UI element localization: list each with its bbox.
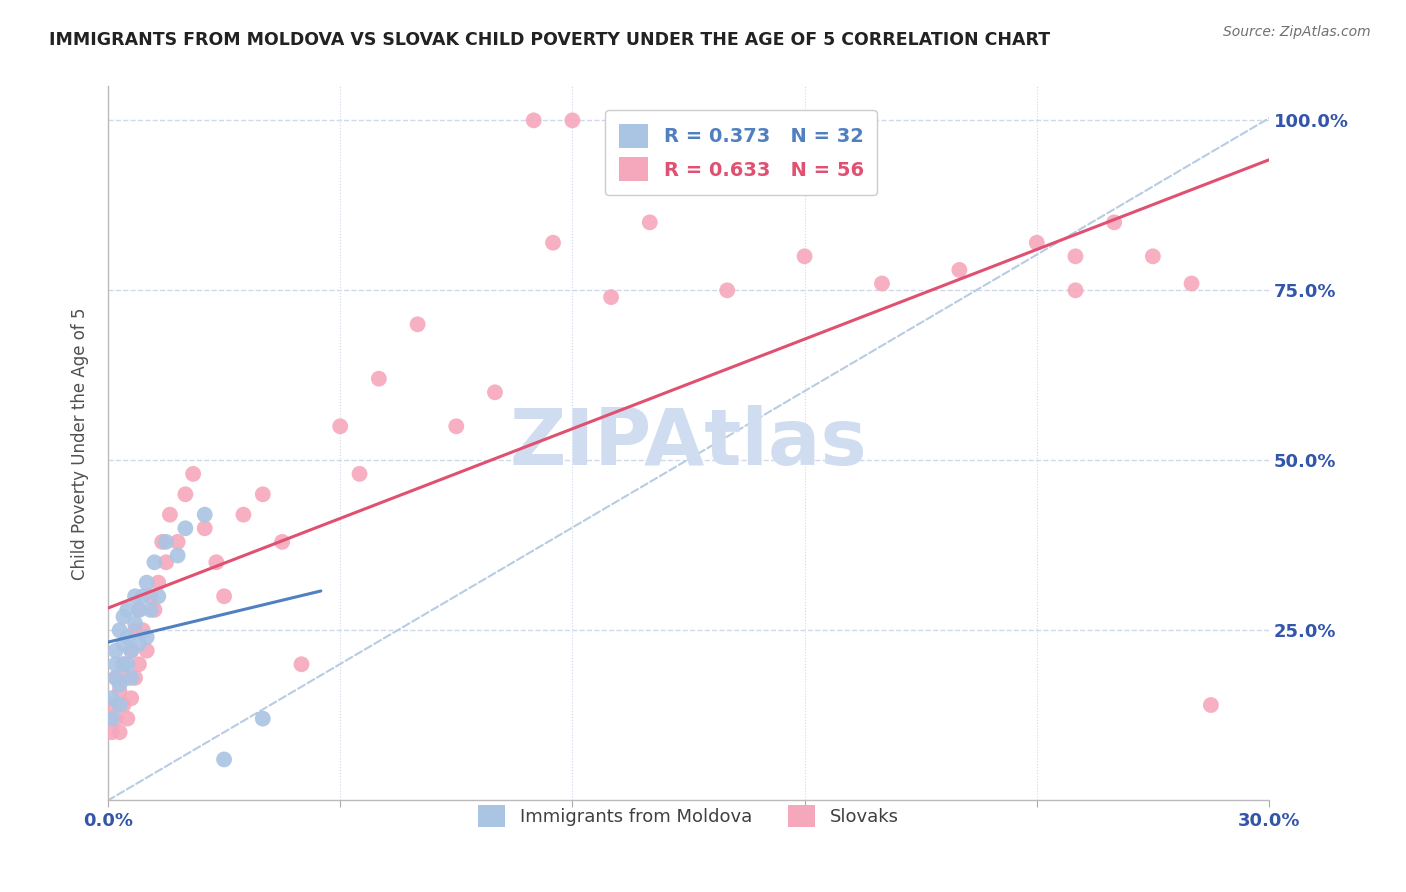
Point <box>117 630 139 644</box>
Point <box>143 555 166 569</box>
Point <box>1064 283 1087 297</box>
Point <box>367 372 389 386</box>
Point <box>205 555 228 569</box>
Point <box>638 215 661 229</box>
Point <box>1180 277 1202 291</box>
Point <box>124 671 146 685</box>
Point <box>124 589 146 603</box>
Y-axis label: Child Poverty Under the Age of 5: Child Poverty Under the Age of 5 <box>72 307 89 580</box>
Point <box>101 712 124 726</box>
Point <box>124 624 146 638</box>
Point <box>143 603 166 617</box>
Point <box>232 508 254 522</box>
Point <box>128 603 150 617</box>
Point <box>101 698 124 712</box>
Text: IMMIGRANTS FROM MOLDOVA VS SLOVAK CHILD POVERTY UNDER THE AGE OF 5 CORRELATION C: IMMIGRANTS FROM MOLDOVA VS SLOVAK CHILD … <box>49 31 1050 49</box>
Point <box>104 643 127 657</box>
Point <box>329 419 352 434</box>
Point <box>446 419 468 434</box>
Point <box>148 589 170 603</box>
Point <box>793 249 815 263</box>
Point <box>135 630 157 644</box>
Point <box>252 712 274 726</box>
Point <box>1142 249 1164 263</box>
Point <box>108 678 131 692</box>
Point <box>112 609 135 624</box>
Point <box>101 725 124 739</box>
Point <box>159 508 181 522</box>
Point <box>252 487 274 501</box>
Point <box>870 277 893 291</box>
Point <box>128 657 150 672</box>
Point <box>406 318 429 332</box>
Point <box>117 712 139 726</box>
Point <box>132 624 155 638</box>
Point <box>349 467 371 481</box>
Point <box>128 603 150 617</box>
Point <box>108 725 131 739</box>
Point <box>132 589 155 603</box>
Point <box>120 691 142 706</box>
Point <box>112 657 135 672</box>
Point <box>112 657 135 672</box>
Point <box>108 698 131 712</box>
Point <box>716 283 738 297</box>
Point <box>181 467 204 481</box>
Point <box>120 643 142 657</box>
Point <box>139 589 162 603</box>
Point <box>155 555 177 569</box>
Point <box>948 263 970 277</box>
Point <box>108 684 131 698</box>
Point <box>135 575 157 590</box>
Point <box>128 637 150 651</box>
Point <box>112 698 135 712</box>
Point <box>104 671 127 685</box>
Point <box>484 385 506 400</box>
Point <box>212 752 235 766</box>
Point <box>117 657 139 672</box>
Legend: Immigrants from Moldova, Slovaks: Immigrants from Moldova, Slovaks <box>471 797 905 834</box>
Point <box>117 671 139 685</box>
Point <box>523 113 546 128</box>
Text: ZIPAtlas: ZIPAtlas <box>509 405 868 482</box>
Point <box>120 671 142 685</box>
Point <box>1102 215 1125 229</box>
Point <box>1064 249 1087 263</box>
Point <box>600 290 623 304</box>
Point <box>124 616 146 631</box>
Point <box>212 589 235 603</box>
Point <box>174 521 197 535</box>
Point <box>271 534 294 549</box>
Point <box>290 657 312 672</box>
Point <box>561 113 583 128</box>
Text: Source: ZipAtlas.com: Source: ZipAtlas.com <box>1223 25 1371 39</box>
Point <box>194 508 217 522</box>
Point <box>108 624 131 638</box>
Point <box>112 637 135 651</box>
Point <box>174 487 197 501</box>
Point <box>166 534 188 549</box>
Point <box>120 643 142 657</box>
Point <box>166 549 188 563</box>
Point <box>135 643 157 657</box>
Point <box>150 534 173 549</box>
Point <box>1199 698 1222 712</box>
Point <box>148 575 170 590</box>
Point <box>104 671 127 685</box>
Point <box>155 534 177 549</box>
Point <box>117 603 139 617</box>
Point <box>194 521 217 535</box>
Point <box>104 657 127 672</box>
Point <box>104 712 127 726</box>
Point <box>139 603 162 617</box>
Point <box>541 235 564 250</box>
Point <box>1025 235 1047 250</box>
Point <box>101 691 124 706</box>
